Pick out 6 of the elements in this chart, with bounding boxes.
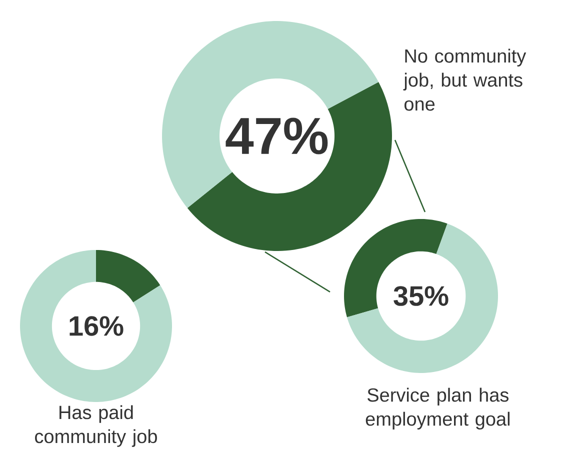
- text: No community job, but wants one: [403, 48, 526, 111]
- text: 35%: [394, 286, 448, 306]
- text: 16%: [70, 316, 124, 336]
- text: Has paid community job: [35, 405, 157, 447]
- text: 47%: [226, 118, 328, 154]
- text: Service plan has employment goal: [366, 388, 510, 430]
